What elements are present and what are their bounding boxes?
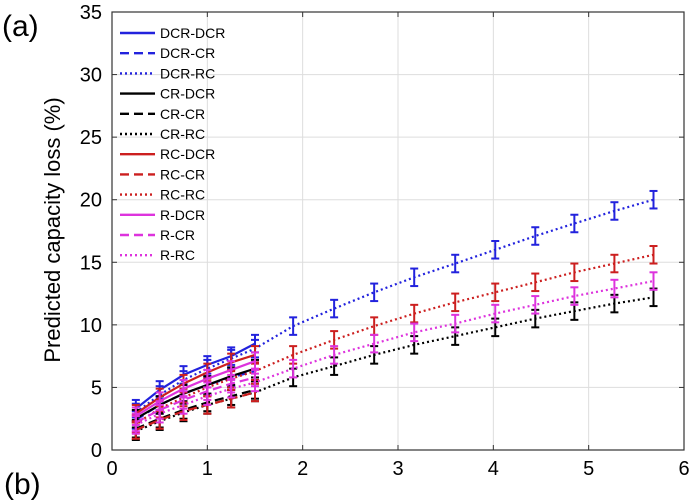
capacity-loss-chart: 0 1 2 3 4 5 6 0 5 10 15 20 25 30 35 DCR-DCR DCR-CR DCR-R…: [40, 2, 690, 480]
legend-entry: RC-CR: [160, 166, 205, 182]
legend-entry: DCR-CR: [160, 45, 215, 61]
series-line: [135, 388, 256, 430]
series-line: [135, 296, 654, 433]
legend-entry: DCR-DCR: [160, 25, 225, 41]
legend-entry: R-CR: [160, 227, 195, 243]
legend-entry: DCR-RC: [160, 65, 215, 81]
y-tick-label: 20: [80, 190, 102, 212]
y-tick-label: 0: [91, 440, 102, 462]
x-tick-label: 0: [106, 458, 117, 480]
x-tick-label: 2: [297, 458, 308, 480]
y-tick-label: 5: [91, 377, 102, 399]
x-tick-label: 3: [392, 458, 403, 480]
legend-entry: CR-CR: [160, 106, 205, 122]
series-line: [135, 253, 654, 425]
panel-label: (a): [2, 10, 39, 43]
y-tick-label: 25: [80, 127, 102, 149]
series-line: [135, 376, 256, 424]
y-axis-label: Predicted capacity loss (%): [40, 97, 65, 362]
x-tick-label: 1: [202, 458, 213, 480]
legend: DCR-DCR DCR-CR DCR-RC CR-DCR CR-CR CR-RC RC-DC…: [120, 25, 225, 263]
y-tick-label: 30: [80, 65, 102, 87]
x-tick-label: 5: [583, 458, 594, 480]
legend-entry: CR-DCR: [160, 86, 215, 102]
y-tick-label: 15: [80, 252, 102, 274]
legend-entry: R-DCR: [160, 207, 205, 223]
series-line: [135, 360, 256, 418]
series-lines: [131, 189, 658, 441]
y-tick-label: 35: [80, 2, 102, 24]
series-r-rc: [131, 271, 658, 435]
series-line: [135, 342, 256, 410]
legend-entry: R-RC: [160, 247, 195, 263]
legend-entry: RC-DCR: [160, 146, 215, 162]
series-line: [135, 279, 654, 426]
legend-entry: RC-RC: [160, 187, 205, 203]
axes: 0 1 2 3 4 5 6 0 5 10 15 20 25 30 35: [80, 2, 690, 480]
x-tick-label: 4: [488, 458, 499, 480]
series-line: [135, 198, 654, 414]
x-tick-label: 6: [678, 458, 689, 480]
y-tick-label: 10: [80, 315, 102, 337]
legend-entry: CR-RC: [160, 126, 205, 142]
